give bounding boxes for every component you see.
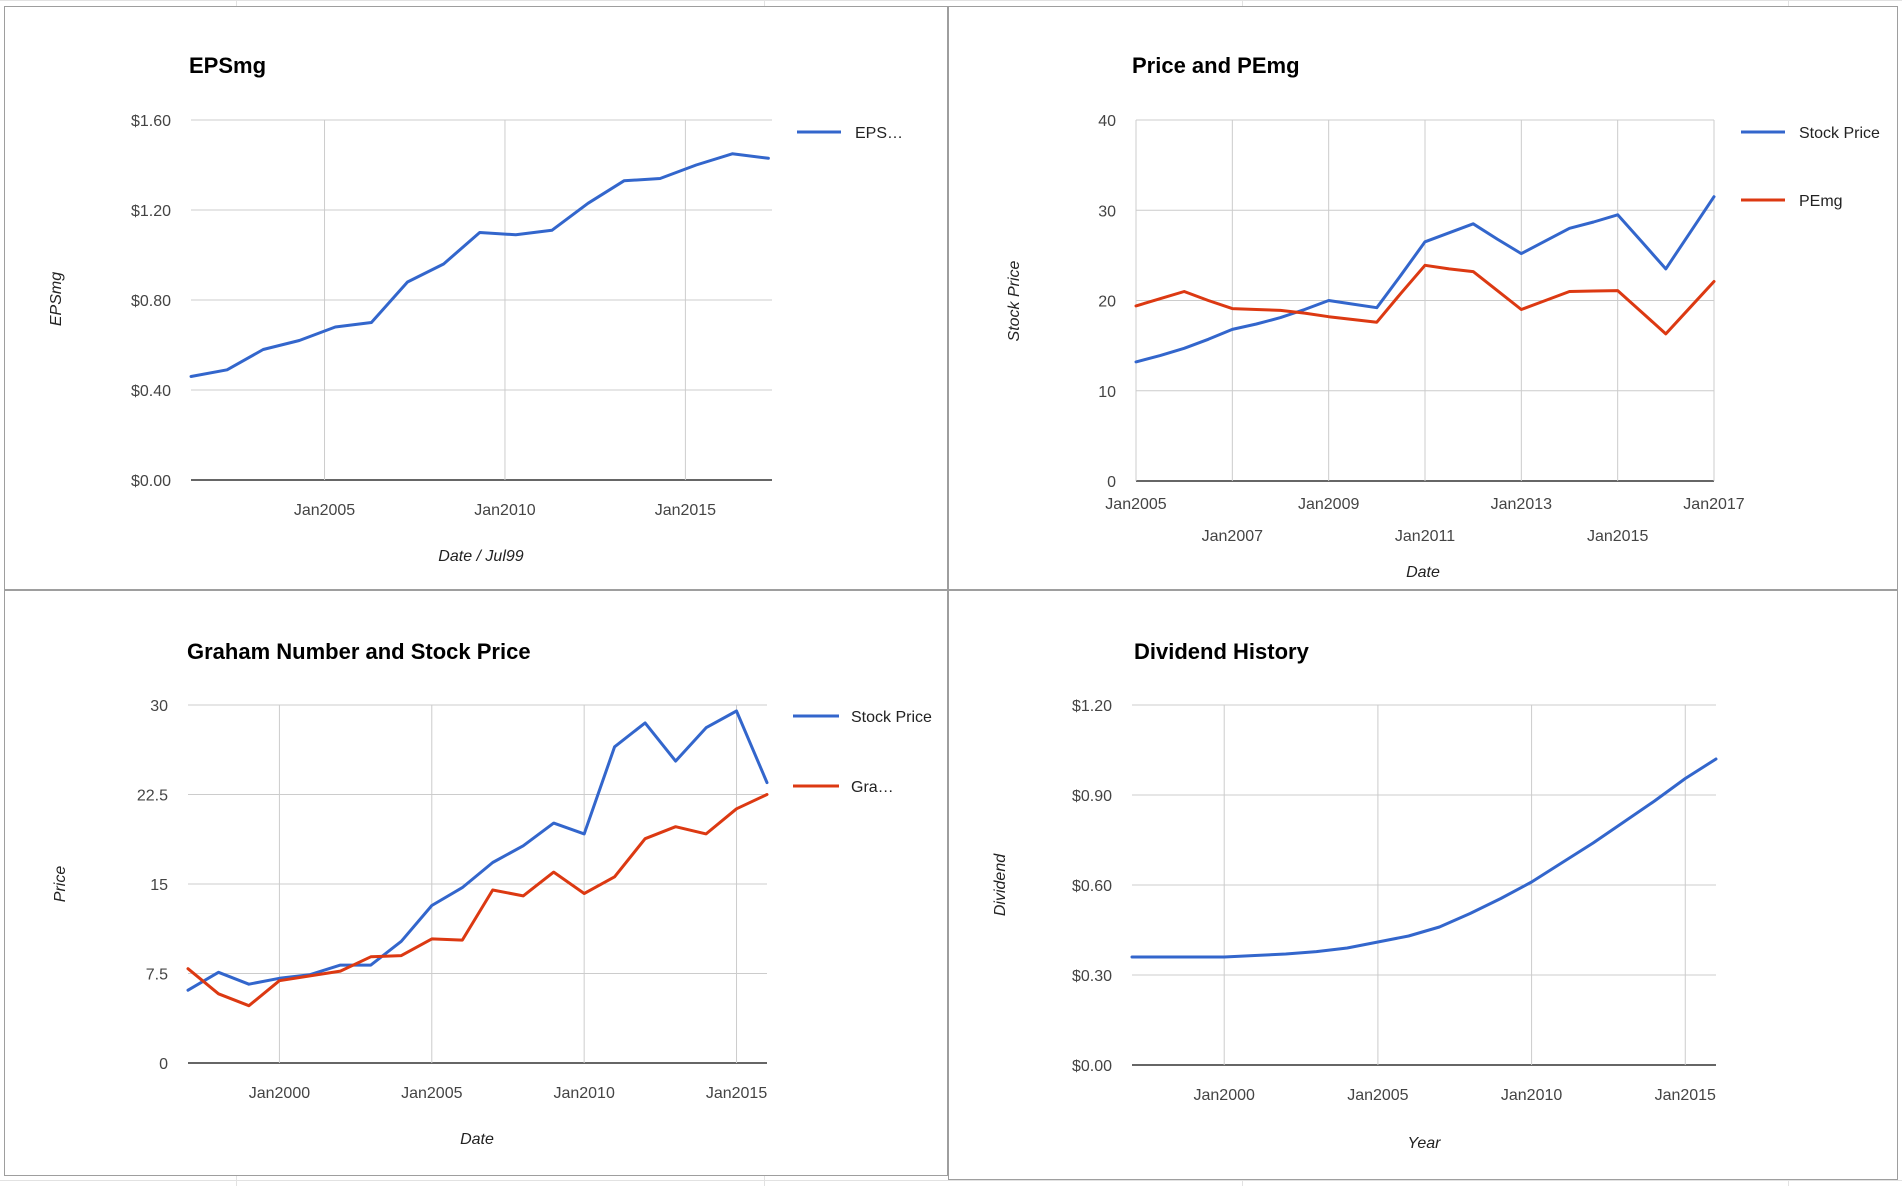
x-tick-label: Jan2007: [1202, 528, 1263, 545]
x-tick-label: Jan2005: [1105, 496, 1166, 513]
series-line-1: [1134, 263, 1716, 336]
x-tick-label: Jan2011: [1395, 528, 1455, 545]
y-tick-label: 7.5: [146, 967, 168, 984]
chart-dividend-history[interactable]: Dividend History $0.00 $0.30 $0.60 $0.90 $1.…: [948, 590, 1898, 1180]
legend: Stock Price PEmg: [1741, 125, 1880, 210]
legend-label-stock-price: Stock Price: [851, 709, 932, 726]
y-tick-label: $0.60: [1072, 878, 1112, 895]
x-tick-label: Jan2015: [706, 1085, 767, 1102]
y-axis-title: EPSmg: [48, 272, 65, 326]
series-line-1: [186, 793, 769, 1008]
chart-title: EPSmg: [189, 53, 266, 78]
x-tick-label: Jan2010: [474, 502, 535, 519]
y-tick-label: 22.5: [137, 788, 168, 805]
x-tick-label: Jan2005: [1347, 1087, 1408, 1104]
y-tick-label: 0: [159, 1056, 168, 1073]
x-tick-label: Jan2017: [1683, 496, 1744, 513]
x-axis-title: Date: [1406, 564, 1440, 581]
y-tick-label: 20: [1098, 294, 1116, 311]
x-tick-label: Jan2015: [655, 502, 716, 519]
legend: EPS…: [797, 125, 903, 142]
y-tick-label: $1.20: [1072, 698, 1112, 715]
x-axis-title: Year: [1408, 1135, 1442, 1152]
x-axis-title: Date / Jul99: [438, 548, 523, 565]
y-tick-label: 0: [1107, 474, 1116, 491]
chart-price-pemg-svg: Price and PEmg 0 10 20 30 40 Jan2005 Jan2009 J…: [1006, 53, 1880, 581]
chart-epsmg-svg: EPSmg $0.00 $0.40 $0.80 $1.20 $1.60 Jan2005 J…: [48, 53, 903, 565]
x-tick-label: Jan2015: [1655, 1087, 1716, 1104]
y-tick-label: 30: [1098, 203, 1116, 220]
x-tick-label: Jan2005: [401, 1085, 462, 1102]
x-tick-label: Jan2009: [1298, 496, 1359, 513]
y-axis-title: Price: [52, 866, 69, 903]
y-tick-label: 10: [1098, 384, 1116, 401]
legend-label-graham: Gra…: [851, 779, 894, 796]
legend: Stock Price Gra…: [793, 709, 932, 796]
series-line-0: [1134, 195, 1716, 364]
y-tick-label: $1.20: [131, 203, 171, 220]
x-tick-label: Jan2005: [294, 502, 355, 519]
chart-title: Graham Number and Stock Price: [187, 639, 531, 664]
y-tick-label: 30: [150, 698, 168, 715]
x-tick-label: Jan2013: [1491, 496, 1552, 513]
legend-label-eps: EPS…: [855, 125, 903, 142]
chart-epsmg[interactable]: EPSmg $0.00 $0.40 $0.80 $1.20 $1.60 Jan2005 J…: [4, 6, 948, 590]
series-line-0: [1130, 757, 1718, 959]
y-tick-label: $1.60: [131, 113, 171, 130]
x-tick-label: Jan2010: [1501, 1087, 1562, 1104]
series-line-0: [186, 709, 769, 992]
x-axis-title: Date: [460, 1131, 494, 1148]
y-tick-label: $0.00: [131, 473, 171, 490]
legend-label-stock-price: Stock Price: [1799, 125, 1880, 142]
x-tick-label: Jan2000: [249, 1085, 310, 1102]
y-tick-label: $0.80: [131, 293, 171, 310]
chart-dividend-history-svg: Dividend History $0.00 $0.30 $0.60 $0.90 $1.…: [992, 639, 1718, 1152]
y-tick-label: $0.40: [131, 383, 171, 400]
chart-title: Dividend History: [1134, 639, 1310, 664]
y-tick-label: $0.00: [1072, 1058, 1112, 1075]
y-axis-title: Stock Price: [1006, 260, 1023, 341]
legend-label-pemg: PEmg: [1799, 193, 1843, 210]
chart-title: Price and PEmg: [1132, 53, 1300, 78]
x-tick-label: Jan2015: [1587, 528, 1648, 545]
y-tick-label: $0.90: [1072, 788, 1112, 805]
series-line-0: [189, 152, 770, 378]
y-tick-label: 15: [150, 877, 168, 894]
x-tick-label: Jan2010: [553, 1085, 614, 1102]
y-tick-label: 40: [1098, 113, 1116, 130]
y-axis-title: Dividend: [992, 853, 1009, 916]
chart-graham-number[interactable]: Graham Number and Stock Price 0 7.5 15 22.5…: [4, 590, 948, 1176]
chart-graham-number-svg: Graham Number and Stock Price 0 7.5 15 22.5…: [52, 639, 932, 1148]
chart-price-pemg[interactable]: Price and PEmg 0 10 20 30 40 Jan2005 Jan2009 J…: [948, 6, 1898, 590]
x-tick-label: Jan2000: [1194, 1087, 1255, 1104]
y-tick-label: $0.30: [1072, 968, 1112, 985]
